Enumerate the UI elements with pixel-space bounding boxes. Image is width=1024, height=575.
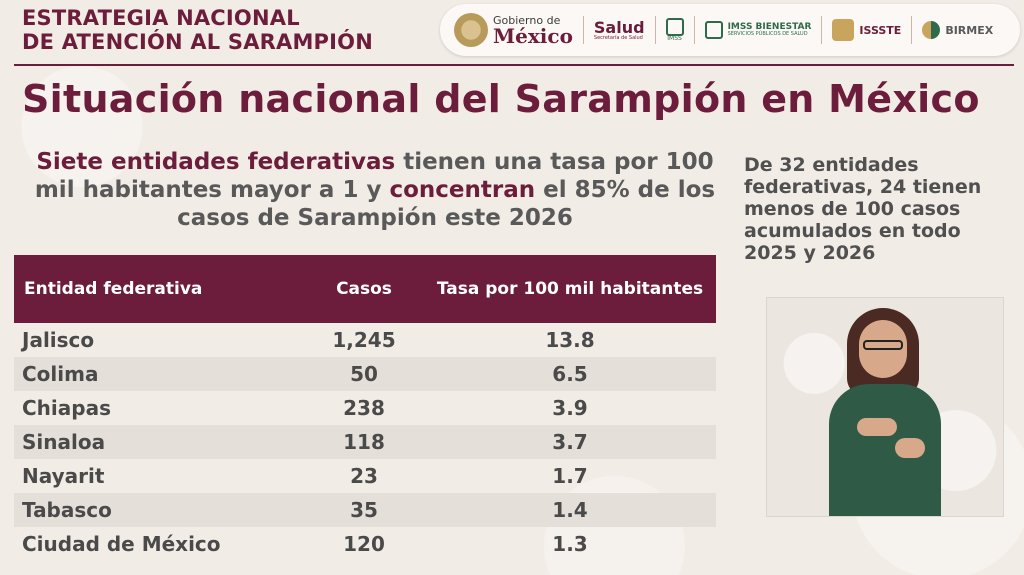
interpreter-glasses xyxy=(863,340,903,350)
interpreter-hand xyxy=(857,418,897,436)
row-rate: 1.4 xyxy=(552,498,588,522)
logo-divider xyxy=(911,16,913,44)
row-cases: 23 xyxy=(350,464,378,488)
row-rate: 1.7 xyxy=(552,464,588,488)
logo-divider xyxy=(821,16,823,44)
imss-eagle-icon xyxy=(665,18,684,36)
salud-logo: Salud Secretaría de Salud xyxy=(593,17,645,41)
row-entity: Nayarit xyxy=(22,464,105,488)
row-cases: 50 xyxy=(350,362,378,386)
imss-bienestar-text: IMSS BIENESTAR xyxy=(727,22,812,32)
table-row: Tabasco 35 1.4 xyxy=(14,493,716,527)
row-cases: 1,245 xyxy=(332,328,396,352)
imss-bienestar-logo: IMSS BIENESTAR SERVICIOS PÚBLICOS DE SAL… xyxy=(704,21,812,39)
page-title: Situación nacional del Sarampión en Méxi… xyxy=(22,77,980,121)
row-entity: Sinaloa xyxy=(22,430,106,454)
salud-logo-small-text: Secretaría de Salud xyxy=(593,34,643,41)
logo-divider xyxy=(654,16,656,44)
row-cases: 118 xyxy=(343,430,385,454)
strategy-title: ESTRATEGIA NACIONAL DE ATENCIÓN AL SARAM… xyxy=(22,6,373,54)
birmex-logo-text: BIRMEX xyxy=(945,23,994,37)
row-entity: Chiapas xyxy=(22,396,111,420)
table-row: Chiapas 238 3.9 xyxy=(14,391,716,425)
header-divider-line xyxy=(14,64,1014,66)
logo-divider xyxy=(693,16,695,44)
row-cases: 120 xyxy=(343,532,385,556)
subtitle-text-rate: tienen una tasa por 100 mil habitantes m… xyxy=(34,149,714,203)
institution-logo-bar: Gobierno de México Salud Secretaría de S… xyxy=(440,4,1020,56)
table-row: Jalisco 1,245 13.8 xyxy=(14,323,716,357)
row-rate: 6.5 xyxy=(552,362,588,386)
row-entity: Tabasco xyxy=(22,498,112,522)
table-header: Entidad federativa Casos Tasa por 100 mi… xyxy=(14,255,716,323)
subtitle-highlight-entities: Siete entidades federativas xyxy=(36,149,396,175)
gobierno-de-mexico-logo: Gobierno de México xyxy=(454,13,573,47)
row-entity: Colima xyxy=(22,362,99,386)
gobierno-logo-small-text: Gobierno de xyxy=(493,13,561,27)
imss-bienestar-small-text: SERVICIOS PÚBLICOS DE SALUD xyxy=(727,31,808,37)
table-row: Colima 50 6.5 xyxy=(14,357,716,391)
strategy-title-line1: ESTRATEGIA NACIONAL xyxy=(22,6,300,30)
issste-emblem-icon xyxy=(832,19,855,41)
table-row: Sinaloa 118 3.7 xyxy=(14,425,716,459)
table-row: Ciudad de México 120 1.3 xyxy=(14,527,716,561)
gobierno-logo-big-text: México xyxy=(493,23,573,48)
issste-logo-text: ISSSTE xyxy=(859,23,902,37)
national-seal-icon xyxy=(454,13,488,47)
subtitle-text-percentage: el 85% de los casos de Sarampión este 20… xyxy=(177,177,716,231)
key-finding-subtitle: Siete entidades federativas tienen una t… xyxy=(30,148,720,232)
birmex-leaf-icon xyxy=(922,21,941,39)
imss-logo-text: IMSS xyxy=(667,35,682,42)
strategy-title-line2: DE ATENCIÓN AL SARAMPIÓN xyxy=(22,30,373,54)
row-entity: Jalisco xyxy=(22,328,95,352)
row-cases: 35 xyxy=(350,498,378,522)
header-entity: Entidad federativa xyxy=(24,279,203,299)
measles-cases-table: Entidad federativa Casos Tasa por 100 mi… xyxy=(14,255,716,561)
table-row: Nayarit 23 1.7 xyxy=(14,459,716,493)
salud-logo-text: Salud xyxy=(593,17,645,37)
imss-logo: IMSS xyxy=(665,18,684,42)
subtitle-highlight-concentrate: concentran xyxy=(389,177,536,203)
birmex-logo: BIRMEX xyxy=(922,21,993,39)
imss-bienestar-icon xyxy=(704,21,723,39)
row-rate: 1.3 xyxy=(552,532,588,556)
row-rate: 13.8 xyxy=(545,328,595,352)
row-entity: Ciudad de México xyxy=(22,532,221,556)
header-rate: Tasa por 100 mil habitantes xyxy=(436,279,704,299)
logo-divider xyxy=(582,16,584,44)
interpreter-hand xyxy=(895,438,925,458)
side-note-summary: De 32 entidades federativas, 24 tienen m… xyxy=(744,154,982,264)
issste-logo: ISSSTE xyxy=(832,19,901,41)
sign-language-interpreter-video xyxy=(766,297,1004,517)
header-cases: Casos xyxy=(336,279,392,299)
row-cases: 238 xyxy=(343,396,385,420)
row-rate: 3.7 xyxy=(552,430,588,454)
row-rate: 3.9 xyxy=(552,396,588,420)
